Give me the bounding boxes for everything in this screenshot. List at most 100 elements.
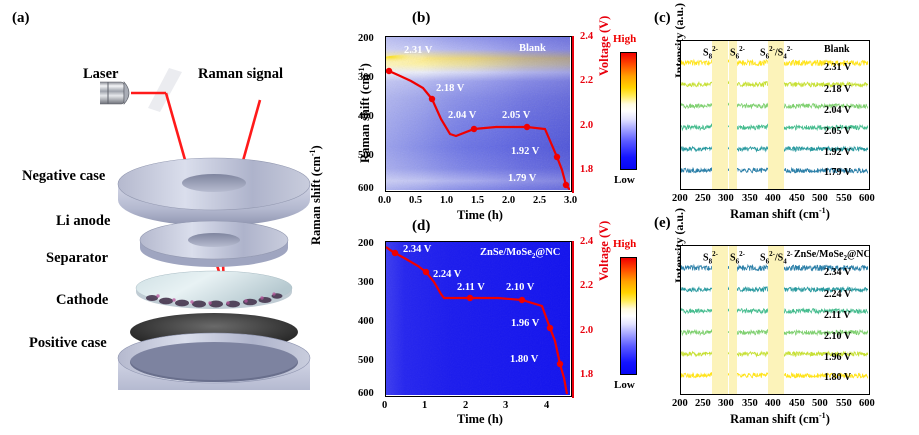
cell-stack-diagram — [100, 68, 311, 390]
panel-e-band-s6s4 — [768, 246, 784, 394]
panel-d-ytick-300: 300 — [358, 277, 374, 288]
panel-e-series-label-5: 1.80 V — [824, 372, 852, 383]
panel-e-band-label-s6: S62- — [730, 250, 745, 266]
panel-b-marker-5: 1.79 V — [508, 173, 537, 184]
panel-b-xtick-5: 2.5 — [533, 195, 547, 206]
panel-b-y2tick-18: 1.8 — [580, 164, 594, 175]
panel-b-heatmap — [386, 37, 570, 190]
panel-d-marker-2: 2.11 V — [457, 282, 485, 293]
panel-e-band-label-s8: S82- — [703, 250, 718, 266]
panel-b-marker-1: 2.18 V — [436, 83, 465, 94]
panel-b-sample-label: Blank — [519, 43, 546, 54]
panel-c-xtick-550: 550 — [836, 193, 852, 204]
panel-c-xtick-400: 400 — [765, 193, 781, 204]
panel-d-voltage-curve — [386, 246, 569, 395]
panel-e-sample-label: ZnSe/MoSe2@NC — [794, 249, 870, 262]
panel-b-y2tick-22: 2.2 — [580, 75, 594, 86]
panel-c-band-s6s4 — [768, 41, 784, 189]
panel-label-a: (a) — [12, 10, 30, 26]
stack-label-separator: Separator — [46, 250, 109, 266]
panel-b-ytick-300: 300 — [358, 72, 374, 83]
panel-d-xtick-4: 4 — [544, 400, 550, 411]
panel-d-marker-1: 2.24 V — [433, 269, 462, 280]
panel-c-xtick-300: 300 — [718, 193, 734, 204]
panel-d-ytick-200: 200 — [358, 238, 374, 249]
panel-b-x-axis-title: Time (h) — [457, 208, 503, 222]
panel-c-band-label-s8: S82- — [703, 45, 718, 61]
panel-b-ytick-400: 400 — [358, 111, 374, 122]
panel-label-d: (d) — [412, 218, 431, 234]
panel-e-series-label-3: 2.10 V — [824, 331, 852, 342]
panel-c-xtick-600: 600 — [859, 193, 875, 204]
panel-d-marker-5: 1.80 V — [510, 354, 539, 365]
panel-d-colorbar-low: Low — [614, 379, 635, 391]
panel-e-plot-area: S82- S62- S62-/S42- ZnSe/MoSe2@NC 2.34 V… — [680, 245, 870, 395]
panel-b-marker-4: 1.92 V — [511, 146, 540, 157]
panel-e-band-s6 — [729, 246, 737, 394]
panel-e-xtick-300: 300 — [718, 398, 734, 409]
panel-d-colorbar — [620, 257, 637, 375]
positive-case-disk — [117, 332, 311, 390]
panel-b-plot-area: 2.31 V 2.18 V 2.04 V 2.05 V 1.92 V 1.79 … — [385, 36, 572, 192]
panel-e-xtick-250: 250 — [695, 398, 711, 409]
panel-d-y2tick-20: 2.0 — [580, 325, 594, 336]
panel-c-xtick-500: 500 — [812, 193, 828, 204]
panel-e-xtick-200: 200 — [672, 398, 688, 409]
raman-signal-label: Raman signal — [198, 66, 284, 82]
li-anode-disk — [139, 220, 289, 267]
panel-c-series-label-1: 2.18 V — [824, 84, 852, 95]
panel-e-series-label-0: 2.34 V — [824, 267, 852, 278]
panel-d-xtick-2: 2 — [463, 400, 469, 411]
panel-label-c: (c) — [654, 10, 671, 26]
panel-b-xtick-3: 1.5 — [471, 195, 485, 206]
panel-d-ytick-600: 600 — [358, 388, 374, 399]
panel-b-xtick-1: 0.5 — [409, 195, 423, 206]
laser-label: Laser — [83, 66, 119, 82]
stack-label-cathode: Cathode — [56, 292, 109, 308]
panel-b-ytick-500: 500 — [358, 150, 374, 161]
panel-b-xtick-6: 3.0 — [564, 195, 578, 206]
panel-e-xtick-450: 450 — [789, 398, 805, 409]
panel-e-xtick-550: 550 — [836, 398, 852, 409]
panel-d-voltage-axis-line — [572, 241, 574, 398]
panel-b-xtick-2: 1.0 — [440, 195, 454, 206]
panel-d-x-axis-title: Time (h) — [457, 412, 503, 426]
stack-label-li-anode: Li anode — [56, 213, 111, 229]
panel-d-marker-0: 2.34 V — [403, 244, 432, 255]
negative-case-disk — [117, 157, 311, 226]
panel-b-ytick-600: 600 — [358, 183, 374, 194]
stack-label-positive-case: Positive case — [29, 335, 107, 351]
panel-b-xtick-4: 2.0 — [502, 195, 516, 206]
panel-d-xtick-3: 3 — [503, 400, 509, 411]
panel-c-x-axis-title: Raman shift (cm-1) — [730, 206, 830, 222]
panel-b-y2-axis-title: Voltage (V) — [597, 15, 611, 76]
panel-d-y2tick-24: 2.4 — [580, 236, 594, 247]
panel-label-e: (e) — [654, 215, 671, 231]
panel-b-ytick-200: 200 — [358, 33, 374, 44]
panel-c-series-label-0: 2.31 V — [824, 62, 852, 73]
panel-e-series-label-4: 1.96 V — [824, 352, 852, 363]
panel-b-voltage-curve — [386, 67, 570, 190]
panel-b-colorbar-low: Low — [614, 174, 635, 186]
panel-b-y2tick-20: 2.0 — [580, 120, 594, 131]
panel-c-series-label-3: 2.05 V — [824, 126, 852, 137]
panel-c-series-label-5: 1.79 V — [824, 167, 852, 178]
panel-c-plot-area: S82- S62- S62-/S42- Blank 2.31 V 2.18 V … — [680, 40, 870, 190]
panel-d-marker-3: 2.10 V — [506, 282, 535, 293]
panel-d-y2tick-18: 1.8 — [580, 369, 594, 380]
panel-b-voltage-axis-line — [572, 36, 574, 193]
panel-e-xtick-350: 350 — [742, 398, 758, 409]
panel-b-marker-0: 2.31 V — [404, 45, 433, 56]
panel-d-y2-axis-title: Voltage (V) — [597, 220, 611, 281]
panel-c-xtick-450: 450 — [789, 193, 805, 204]
panel-d-plot-area: 2.34 V 2.24 V 2.11 V 2.10 V 1.96 V 1.80 … — [385, 241, 572, 397]
panel-e-band-label-s6s4: S62-/S42- — [760, 250, 793, 266]
panel-b-marker-3: 2.05 V — [502, 110, 531, 121]
panel-c-band-s8 — [712, 41, 728, 189]
separator-disk — [135, 270, 293, 309]
panel-e-series-label-2: 2.11 V — [824, 310, 851, 321]
panel-c-xtick-250: 250 — [695, 193, 711, 204]
panel-c-series-label-2: 2.04 V — [824, 105, 852, 116]
panel-e-series-label-1: 2.24 V — [824, 289, 852, 300]
